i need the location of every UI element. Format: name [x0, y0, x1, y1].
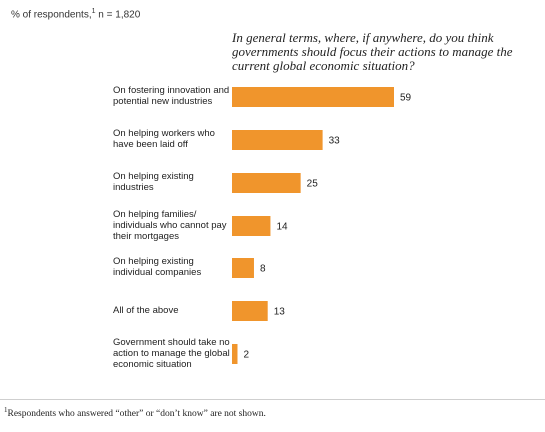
- bar-4: [232, 216, 271, 236]
- bar-1: [232, 87, 394, 107]
- category-label-6: All of the above: [113, 304, 179, 316]
- footnote: 1Respondents who answered “other” or “do…: [4, 406, 266, 420]
- bar-value-label-7: 2: [243, 350, 249, 361]
- footnote-divider: [0, 399, 545, 400]
- bar-7: [232, 344, 238, 364]
- bar-chart: 59 33 25 14 8 13 2: [232, 87, 412, 364]
- bar-value-label-6: 13: [274, 307, 286, 318]
- chart-question-title: In general terms, where, if anywhere, do…: [232, 30, 513, 73]
- bar-5: [232, 258, 254, 278]
- bar-value-label-1: 59: [400, 93, 412, 104]
- chart-subtitle: % of respondents,1 n = 1,820: [11, 8, 141, 21]
- bar-2: [232, 130, 323, 150]
- category-label-4: On helping families/ individuals who can…: [113, 208, 227, 242]
- bar-3: [232, 173, 301, 193]
- bar-6: [232, 301, 268, 321]
- category-label-5: On helping existing individual companies: [113, 256, 202, 278]
- category-label-2: On helping workers who have been laid of…: [113, 128, 215, 150]
- bar-value-label-4: 14: [276, 222, 288, 233]
- bar-value-label-5: 8: [260, 264, 266, 275]
- bar-value-label-2: 33: [329, 136, 341, 147]
- category-label-3: On helping existing industries: [113, 171, 194, 193]
- bar-value-label-3: 25: [307, 179, 319, 190]
- category-label-1: On fostering innovation and potential ne…: [113, 85, 230, 107]
- category-label-7: Government should take no action to mana…: [113, 336, 230, 370]
